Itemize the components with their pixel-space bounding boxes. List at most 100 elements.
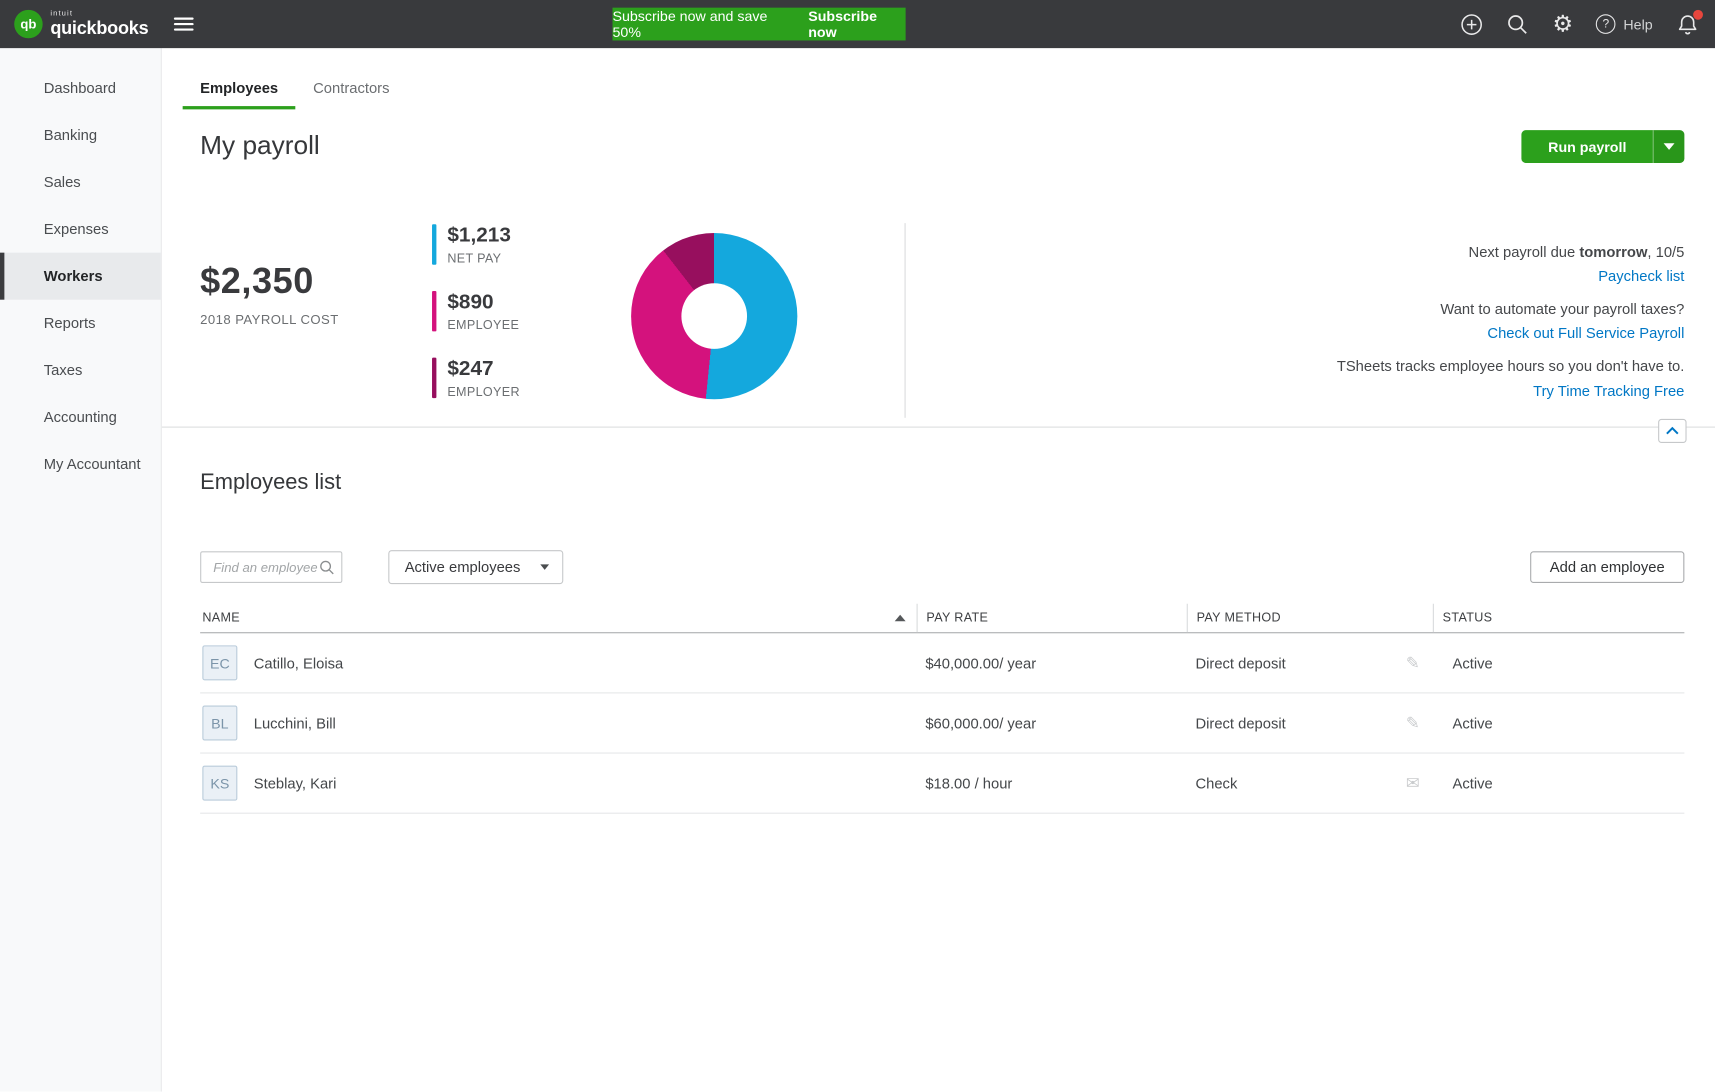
employee-filter-dropdown[interactable]: Active employees: [388, 550, 564, 585]
sidebar-item-label: Workers: [43, 267, 103, 285]
payroll-donut-chart: [631, 232, 798, 400]
legend-item: $1,213 NET PAY: [432, 224, 520, 266]
legend-value: $247: [447, 357, 494, 381]
employee-avatar: EC: [202, 645, 238, 681]
section-divider: [161, 426, 1715, 428]
employee-table-header: NAME PAY RATE PAY METHOD STATUS: [200, 603, 1685, 634]
search-input[interactable]: [211, 558, 320, 576]
payroll-total: $2,350 2018 PAYROLL COST: [200, 260, 339, 327]
employee-avatar: KS: [202, 765, 238, 801]
chevron-down-icon: [540, 564, 550, 570]
sidebar-item-banking[interactable]: Banking: [0, 112, 161, 159]
column-header-name[interactable]: NAME: [200, 604, 916, 632]
help-icon: ?: [1596, 14, 1616, 34]
payroll-summary: $2,350 2018 PAYROLL COST $1,213 NET PAY …: [162, 219, 1715, 427]
sidebar-item-expenses[interactable]: Expenses: [0, 206, 161, 253]
payroll-total-value: $2,350: [200, 260, 314, 301]
chevron-up-icon: [1666, 426, 1679, 435]
column-header-status[interactable]: STATUS: [1432, 603, 1685, 633]
tab-bar: Employees Contractors: [182, 70, 407, 110]
payroll-total-label: 2018 PAYROLL COST: [200, 311, 339, 328]
run-payroll-button[interactable]: Run payroll: [1521, 130, 1685, 163]
legend-color-bar: [432, 224, 437, 265]
employee-pay-rate: $40,000.00/ year: [925, 654, 1037, 672]
legend-color-bar: [432, 290, 437, 332]
sidebar-item-label: Sales: [43, 173, 81, 191]
main-content: Employees Contractors My payroll Run pay…: [161, 48, 1715, 1092]
run-payroll-label: Run payroll: [1548, 138, 1627, 155]
tab-label: Contractors: [313, 79, 390, 97]
sidebar-item-reports[interactable]: Reports: [0, 300, 161, 347]
notifications-bell-icon[interactable]: [1676, 9, 1703, 36]
column-header-pay-method[interactable]: PAY METHOD: [1186, 603, 1433, 633]
legend-color-bar: [432, 357, 437, 399]
pencil-icon[interactable]: ✎: [1405, 713, 1420, 733]
employee-row[interactable]: BL Lucchini, Bill $60,000.00/ year Direc…: [200, 693, 1685, 754]
sidebar-nav: Dashboard Banking Sales Expenses Workers…: [0, 48, 162, 1092]
sidebar-item-dashboard[interactable]: Dashboard: [0, 65, 161, 112]
legend-item: $890 EMPLOYEE: [432, 290, 520, 333]
employee-search[interactable]: [200, 551, 343, 583]
help-button[interactable]: ? Help: [1596, 14, 1653, 34]
pencil-icon[interactable]: ✎: [1405, 653, 1420, 673]
employee-pay-rate: $18.00 / hour: [925, 774, 1013, 792]
summary-divider: [904, 223, 906, 418]
sidebar-item-taxes[interactable]: Taxes: [0, 347, 161, 394]
add-employee-button[interactable]: Add an employee: [1530, 551, 1685, 583]
notice-link[interactable]: Check out Full Service Payroll: [1487, 325, 1685, 342]
employee-name: Lucchini, Bill: [253, 714, 336, 732]
tab-contractors[interactable]: Contractors: [296, 70, 407, 109]
employee-row[interactable]: KS Steblay, Kari $18.00 / hour Check ✉ A…: [200, 754, 1685, 814]
sidebar-item-accounting[interactable]: Accounting: [0, 394, 161, 441]
search-icon[interactable]: [1507, 13, 1530, 36]
payroll-notices: Next payroll due tomorrow, 10/5 Paycheck…: [1337, 243, 1685, 414]
notice: Want to automate your payroll taxes? Che…: [1337, 300, 1685, 342]
banner-text: Subscribe now and save 50%: [612, 7, 768, 41]
employee-status: Active: [1452, 654, 1493, 672]
gear-icon[interactable]: ⚙: [1552, 11, 1574, 37]
sidebar-item-workers[interactable]: Workers: [0, 252, 161, 300]
filter-value: Active employees: [404, 558, 521, 576]
employee-pay-method: Direct deposit: [1195, 654, 1286, 672]
employee-table-body: EC Catillo, Eloisa $40,000.00/ year Dire…: [200, 633, 1685, 814]
employee-pay-method: Check: [1195, 774, 1238, 792]
sidebar-item-sales[interactable]: Sales: [0, 159, 161, 206]
legend-label: EMPLOYEE: [447, 319, 520, 333]
sidebar-item-label: Expenses: [43, 220, 109, 238]
legend-label: NET PAY: [447, 252, 502, 266]
run-payroll-dropdown[interactable]: [1652, 130, 1685, 163]
notification-badge: [1693, 9, 1703, 20]
collapse-section-button[interactable]: [1658, 418, 1687, 443]
legend-value: $890: [447, 290, 494, 314]
tab-label: Employees: [200, 79, 279, 97]
column-header-pay-rate[interactable]: PAY RATE: [916, 603, 1187, 633]
notice: TSheets tracks employee hours so you don…: [1336, 358, 1685, 399]
notice-link[interactable]: Try Time Tracking Free: [1533, 382, 1685, 399]
employee-name: Steblay, Kari: [253, 774, 337, 792]
employee-pay-method: Direct deposit: [1195, 714, 1286, 732]
employees-list-heading: Employees list: [200, 470, 342, 495]
sidebar-item-label: Reports: [43, 315, 96, 332]
sidebar-item-label: Banking: [43, 126, 98, 144]
search-icon-small: [319, 559, 334, 574]
employee-status: Active: [1452, 714, 1493, 732]
subscribe-now-button[interactable]: Subscribe now: [808, 7, 877, 41]
employee-status: Active: [1452, 774, 1493, 792]
employee-row[interactable]: EC Catillo, Eloisa $40,000.00/ year Dire…: [200, 633, 1685, 694]
subscribe-banner[interactable]: Subscribe now and save 50% Subscribe now: [612, 7, 906, 41]
tab-employees[interactable]: Employees: [182, 70, 296, 110]
employee-table: NAME PAY RATE PAY METHOD STATUS EC Catil…: [200, 603, 1685, 814]
legend-label: EMPLOYER: [447, 386, 520, 400]
notice-link[interactable]: Paycheck list: [1598, 268, 1685, 285]
page-title: My payroll: [200, 131, 320, 161]
sidebar-item-label: Taxes: [43, 362, 83, 379]
hamburger-menu-icon[interactable]: [168, 9, 199, 40]
create-plus-icon[interactable]: [1461, 13, 1484, 36]
topbar-actions: ⚙ ? Help: [1461, 0, 1703, 48]
employee-avatar: BL: [202, 705, 238, 741]
quickbooks-logo[interactable]: qb intuit quickbooks: [14, 9, 149, 39]
envelope-icon[interactable]: ✉: [1405, 773, 1420, 793]
sidebar-item-my-accountant[interactable]: My Accountant: [0, 441, 161, 488]
help-label: Help: [1623, 15, 1653, 33]
employee-controls: Active employees Add an employee: [200, 550, 1685, 585]
